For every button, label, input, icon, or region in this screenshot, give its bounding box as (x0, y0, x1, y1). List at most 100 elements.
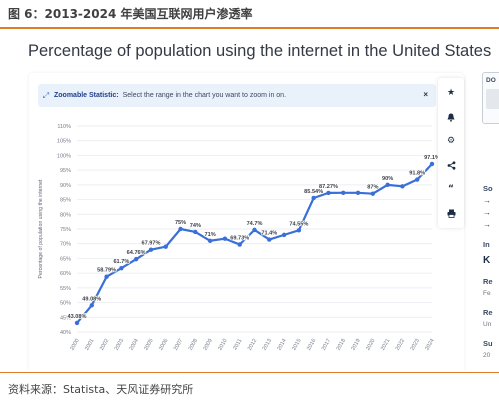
y-tick-label: 110% (57, 124, 71, 130)
data-point (341, 190, 346, 196)
zoom-text: Select the range in the chart you want t… (122, 92, 287, 99)
zoom-label: Zoomable Statistic: (54, 92, 119, 99)
release-heading: Re (483, 277, 493, 286)
data-point (296, 228, 302, 233)
release-value: Fe (483, 290, 491, 297)
y-tick-label: 45% (60, 315, 71, 321)
x-tick-label: 2001 (84, 338, 95, 352)
x-tick-label: 2002 (99, 338, 110, 352)
data-label: 61.7% (113, 259, 129, 265)
y-tick-label: 75% (60, 227, 71, 233)
data-point (89, 303, 94, 308)
right-sidebar: DO So → → → In K Re Fe Re Un Su 20 Su Th (478, 72, 499, 370)
figure-source: 资料来源：Statista、天风证券研究所 (8, 383, 194, 396)
source-heading: So (483, 184, 493, 193)
x-tick-label: 2003 (114, 338, 125, 352)
figure-title: 图 6：2013-2024 年美国互联网用户渗透率 (8, 7, 253, 21)
x-tick-label: 2014 (276, 338, 287, 352)
x-tick-label: 2013 (262, 338, 273, 352)
data-point (311, 195, 316, 201)
x-tick-label: 2010 (217, 338, 228, 352)
logo-mark: K (483, 255, 491, 266)
source-link-3[interactable]: → (483, 220, 491, 229)
x-tick-label: 2007 (173, 338, 184, 352)
x-tick-label: 2000 (69, 338, 80, 352)
x-tick-label: 2018 (336, 338, 347, 352)
gear-icon[interactable]: ⚙ (446, 136, 456, 146)
expand-icon: ⤢ (42, 90, 50, 100)
x-tick-label: 2008 (188, 338, 199, 352)
quote-icon[interactable]: “ (448, 184, 454, 194)
y-tick-label: 95% (60, 168, 71, 174)
x-tick-label: 2023 (410, 338, 421, 352)
data-point (415, 177, 420, 182)
data-point (148, 247, 154, 252)
top-divider (0, 27, 499, 29)
zoom-hint-bar: ⤢ Zoomable Statistic: Select the range i… (38, 84, 436, 107)
bell-icon[interactable] (440, 105, 462, 129)
data-point (193, 229, 198, 235)
data-point (281, 232, 287, 238)
print-icon[interactable] (440, 201, 462, 225)
data-label: 74.55% (289, 221, 308, 227)
y-axis-label: Percentage of population using the inter… (38, 179, 44, 278)
data-point (207, 238, 213, 243)
region-value: Un (483, 321, 492, 328)
star-icon[interactable]: ★ (446, 88, 456, 98)
share-icon[interactable] (440, 153, 462, 177)
data-label: 87.27% (319, 184, 338, 190)
y-tick-label: 85% (60, 198, 71, 204)
y-tick-label: 90% (60, 183, 71, 189)
data-label: 87% (367, 185, 378, 191)
info-heading: In (483, 240, 490, 249)
data-label: 71.4% (261, 231, 277, 237)
data-point (355, 190, 361, 196)
region-heading: Re (483, 308, 493, 317)
data-point (222, 236, 228, 241)
chart-toolbar: ★ ⚙ “ (438, 78, 464, 228)
data-label: 49.08% (82, 296, 101, 302)
data-point (400, 184, 405, 189)
source-link-1[interactable]: → (483, 196, 491, 205)
survey-value: 20 (483, 352, 491, 359)
data-label: 90% (382, 176, 393, 182)
data-label: 91.8% (409, 171, 425, 177)
survey-heading: Su (483, 339, 493, 348)
y-tick-label: 100% (57, 153, 71, 159)
data-label: 75% (175, 220, 186, 226)
download-box[interactable]: DO (482, 72, 499, 124)
data-label: 74.7% (247, 221, 263, 227)
data-point (237, 242, 242, 247)
chart-card (29, 73, 464, 370)
data-point (252, 227, 257, 233)
y-tick-label: 70% (60, 242, 71, 248)
y-tick-label: 80% (60, 212, 71, 218)
x-tick-label: 2006 (158, 338, 169, 352)
y-tick-label: 105% (57, 139, 71, 145)
y-tick-label: 55% (60, 286, 71, 292)
data-point (429, 161, 435, 167)
x-tick-label: 2022 (395, 338, 406, 352)
x-tick-label: 2012 (247, 338, 258, 352)
data-label: 85.54% (304, 189, 323, 195)
data-point (133, 256, 139, 262)
download-button[interactable] (486, 89, 499, 109)
chart-heading: Percentage of population using the inter… (28, 42, 492, 60)
y-tick-label: 60% (60, 271, 71, 277)
source-link-2[interactable]: → (483, 208, 491, 217)
close-icon[interactable]: × (423, 90, 428, 99)
data-point (74, 320, 80, 326)
x-tick-label: 2015 (291, 338, 302, 352)
y-tick-label: 40% (60, 330, 71, 336)
data-point (104, 274, 109, 279)
x-tick-label: 2021 (380, 338, 391, 352)
download-label: DO (486, 77, 496, 84)
data-label: 64.76% (127, 250, 146, 256)
x-tick-label: 2016 (306, 338, 317, 352)
data-point (178, 226, 183, 232)
line-chart[interactable]: 40% 45% 50% 55% 60% 65% 70% 75% 80% 85% 90% 95% 100%… (20, 32, 499, 370)
x-tick-label: 2009 (203, 338, 214, 352)
x-tick-label: 2005 (143, 338, 154, 352)
data-point (163, 244, 168, 249)
x-tick-label: 2011 (232, 338, 243, 351)
